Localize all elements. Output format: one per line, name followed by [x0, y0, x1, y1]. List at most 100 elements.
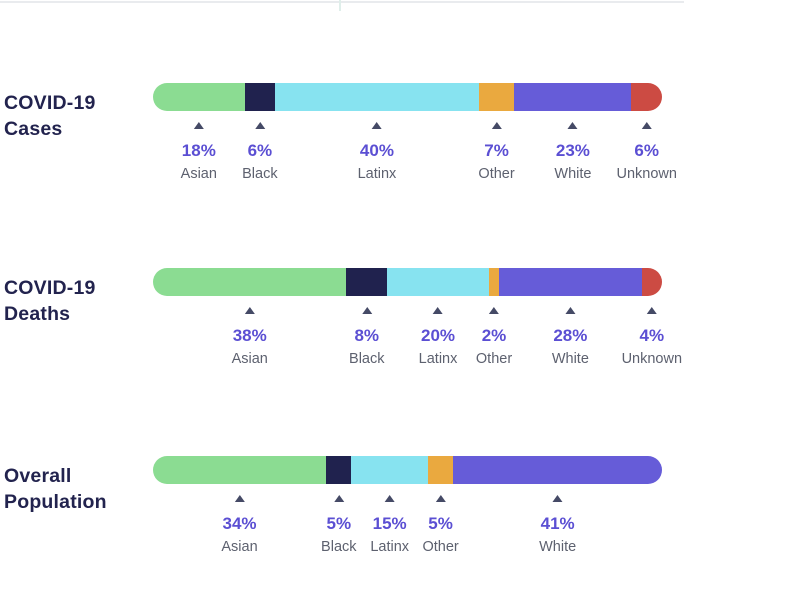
bar-segment-asian	[153, 83, 245, 111]
segment-label-asian: 38% Asian	[232, 307, 268, 367]
arrow-up-marker-icon	[371, 122, 382, 129]
segment-label-black: 8% Black	[349, 307, 385, 367]
bar-segment-unknown	[641, 268, 662, 296]
segment-percentage: 28%	[553, 326, 588, 345]
segment-label-black: 6% Black	[242, 122, 278, 182]
segment-label-latinx: 40% Latinx	[357, 122, 397, 182]
bar-segment-latinx	[351, 456, 428, 484]
segment-category: Latinx	[370, 539, 410, 555]
segment-percentage: 8%	[354, 326, 380, 345]
segment-category: Latinx	[357, 166, 397, 182]
bar-segment-other	[427, 456, 454, 484]
segment-percentage: 7%	[484, 141, 509, 160]
stacked-bar	[153, 456, 662, 484]
segment-percentage: 38%	[232, 326, 267, 345]
bar-segment-black	[346, 268, 388, 296]
segment-category: Black	[242, 166, 278, 182]
arrow-up-marker-icon	[567, 122, 578, 129]
segment-percentage: 18%	[181, 141, 216, 160]
arrow-up-marker-icon	[646, 307, 657, 314]
segment-category: Other	[475, 351, 513, 367]
segment-label-other: 5% Other	[422, 495, 459, 555]
chart-row-covid-deaths: COVID-19 Deaths 38% Asian 8% Black 20% Latinx…	[0, 268, 800, 418]
bar-segment-other	[478, 83, 515, 111]
segment-percentage: 6%	[247, 141, 273, 160]
bar-segment-unknown	[631, 83, 662, 111]
arrow-up-marker-icon	[234, 495, 245, 502]
arrow-up-marker-icon	[333, 495, 344, 502]
segment-label-white: 41% White	[539, 495, 576, 555]
row-title-line1: COVID-19	[4, 277, 96, 299]
segment-percentage: 2%	[481, 326, 507, 345]
segment-label-unknown: 4% Unknown	[622, 307, 682, 367]
segment-category: Unknown	[621, 351, 683, 367]
segment-category: Other	[422, 539, 459, 555]
segment-label-white: 28% White	[552, 307, 589, 367]
segment-percentage: 15%	[372, 514, 407, 533]
bar-segment-other	[488, 268, 500, 296]
bar-segment-white	[514, 83, 632, 111]
arrow-up-marker-icon	[435, 495, 446, 502]
segment-category: White	[551, 351, 589, 367]
row-title-line1: Overall	[4, 465, 72, 487]
segment-category: White	[554, 166, 592, 182]
arrow-up-marker-icon	[361, 307, 372, 314]
bar-segment-asian	[153, 456, 327, 484]
segment-label-latinx: 15% Latinx	[370, 495, 409, 555]
row-title-line2: Population	[4, 491, 107, 513]
row-title: COVID-19 Deaths	[4, 275, 149, 327]
segment-category: Black	[321, 539, 357, 555]
segment-label-unknown: 6% Unknown	[616, 122, 677, 182]
bar-segment-asian	[153, 268, 347, 296]
bar-segment-black	[244, 83, 276, 111]
bar-segment-latinx	[275, 83, 479, 111]
segment-percentage: 5%	[428, 514, 453, 533]
segment-percentage: 5%	[326, 514, 352, 533]
segment-category: Asian	[231, 351, 268, 367]
segment-category: Latinx	[418, 351, 458, 367]
row-title: Overall Population	[4, 463, 149, 515]
chart-row-covid-cases: COVID-19 Cases 18% Asian 6% Black 40% Latinx 7…	[0, 83, 800, 233]
arrow-up-marker-icon	[244, 307, 255, 314]
segment-label-latinx: 20% Latinx	[418, 307, 458, 367]
segment-category: Unknown	[616, 166, 677, 182]
segment-percentage: 34%	[222, 514, 257, 533]
stacked-bar	[153, 268, 662, 296]
table-top-border	[0, 1, 684, 3]
chart-row-overall-population: Overall Population 34% Asian 5% Black 15% Lat…	[0, 456, 800, 600]
bar-segment-white	[453, 456, 662, 484]
stacked-bar	[153, 83, 662, 111]
segment-category: Other	[478, 166, 515, 182]
segment-category: Asian	[221, 539, 258, 555]
segment-percentage: 4%	[639, 326, 665, 345]
segment-percentage: 23%	[555, 141, 590, 160]
arrow-up-marker-icon	[491, 122, 502, 129]
segment-percentage: 41%	[540, 514, 575, 533]
table-column-divider	[339, 0, 341, 11]
segment-label-white: 23% White	[554, 122, 591, 182]
row-title-line2: Deaths	[4, 303, 71, 325]
segment-percentage: 6%	[634, 141, 660, 160]
row-title-line1: COVID-19	[4, 92, 96, 114]
arrow-up-marker-icon	[641, 122, 652, 129]
segment-label-asian: 18% Asian	[181, 122, 217, 182]
segment-label-asian: 34% Asian	[221, 495, 258, 555]
segment-category: Black	[349, 351, 385, 367]
segment-percentage: 20%	[421, 326, 456, 345]
bar-area: 38% Asian 8% Black 20% Latinx 2% Other 28% White 4…	[153, 268, 682, 367]
bar-area: 34% Asian 5% Black 15% Latinx 5% Other 41% White	[153, 456, 662, 555]
arrow-up-marker-icon	[565, 307, 576, 314]
row-title: COVID-19 Cases	[4, 90, 149, 142]
arrow-up-marker-icon	[254, 122, 265, 129]
segment-category: Asian	[180, 166, 217, 182]
bar-segment-latinx	[387, 268, 489, 296]
segment-percentage: 40%	[359, 141, 394, 160]
segment-label-black: 5% Black	[321, 495, 357, 555]
segment-category: White	[539, 539, 577, 555]
arrow-up-marker-icon	[193, 122, 204, 129]
arrow-up-marker-icon	[433, 307, 444, 314]
segment-label-other: 2% Other	[476, 307, 512, 367]
segment-label-other: 7% Other	[478, 122, 515, 182]
bar-area: 18% Asian 6% Black 40% Latinx 7% Other 23% White 6…	[153, 83, 677, 182]
